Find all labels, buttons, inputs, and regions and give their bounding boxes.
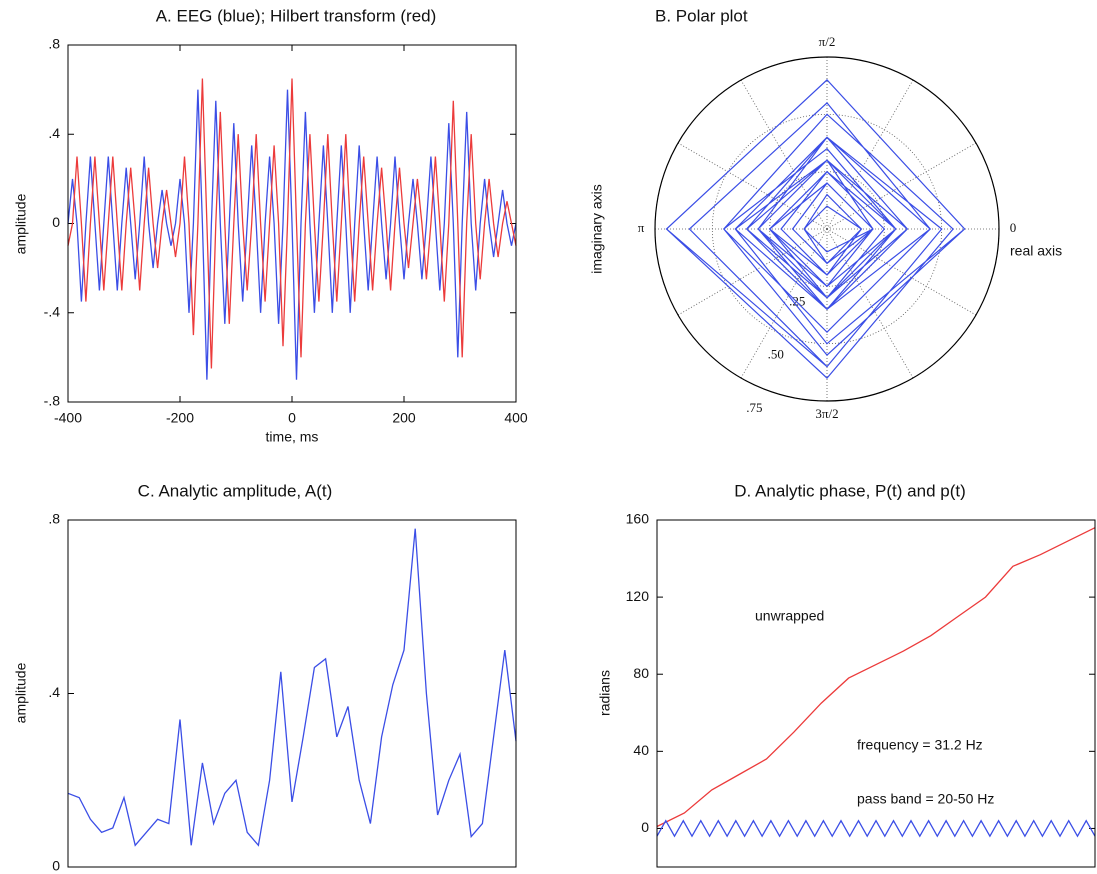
y-tick-label: .8 — [48, 511, 60, 527]
y-axis-label: radians — [597, 670, 613, 716]
series-line — [656, 527, 1096, 828]
theta-tick-label: 0 — [1010, 220, 1017, 235]
y-axis-label: imaginary axis — [589, 184, 605, 273]
y-tick-label: -.8 — [44, 393, 61, 409]
chart-title: D. Analytic phase, P(t) and p(t) — [734, 481, 966, 500]
y-tick-label: 160 — [626, 511, 650, 527]
r-tick-label: .25 — [789, 294, 805, 309]
y-tick-label: .8 — [48, 36, 60, 52]
y-tick-label: 0 — [52, 858, 60, 874]
annotation: unwrapped — [755, 608, 824, 624]
chart-title: C. Analytic amplitude, A(t) — [138, 481, 333, 500]
x-axis-label: real axis — [1010, 243, 1062, 259]
annotation: pass band = 20-50 Hz — [857, 791, 994, 807]
y-tick-label: 40 — [633, 742, 649, 758]
plot-frame — [67, 519, 517, 868]
chart-title: A. EEG (blue); Hilbert transform (red) — [156, 6, 437, 25]
y-axis-label: amplitude — [13, 193, 29, 254]
y-tick-label: 0 — [52, 214, 60, 230]
theta-tick-label: π/2 — [819, 34, 836, 49]
annotation: frequency = 31.2 Hz — [857, 737, 983, 753]
series-line — [67, 78, 517, 369]
theta-tick-label: π — [638, 220, 645, 235]
y-tick-label: 80 — [633, 665, 649, 681]
x-tick-label: 0 — [288, 410, 296, 426]
r-tick-label: .75 — [746, 400, 762, 415]
x-tick-label: 200 — [392, 410, 416, 426]
x-axis-label: time, ms — [266, 429, 319, 445]
x-tick-label: 400 — [504, 410, 528, 426]
trajectory — [665, 79, 966, 379]
chart-title: B. Polar plot — [655, 6, 748, 25]
y-axis-label: amplitude — [13, 662, 29, 723]
y-tick-label: .4 — [48, 125, 60, 141]
y-tick-label: 0 — [641, 819, 649, 835]
y-tick-label: .4 — [48, 684, 60, 700]
series-line — [67, 89, 517, 380]
series-line — [67, 528, 517, 847]
polar-frame — [654, 56, 1000, 402]
plot-frame — [67, 44, 517, 403]
x-tick-label: -200 — [166, 410, 194, 426]
y-tick-label: -.4 — [44, 303, 61, 319]
y-tick-label: 120 — [626, 588, 650, 604]
series-line — [656, 819, 1096, 838]
r-tick-label: .50 — [768, 347, 784, 362]
theta-tick-label: 3π/2 — [815, 406, 838, 421]
plot-frame — [656, 519, 1096, 868]
x-tick-label: -400 — [54, 410, 82, 426]
